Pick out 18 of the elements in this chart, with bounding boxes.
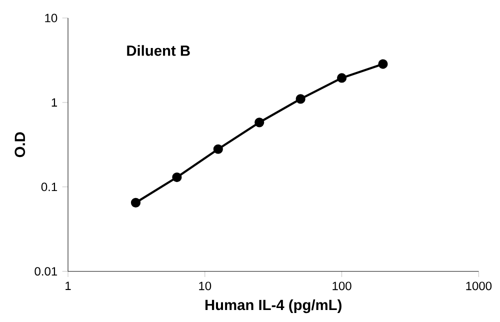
y-tick-label: 10 [45,14,58,22]
point [336,73,347,83]
point [213,144,223,154]
x-tick-label: 1 [66,282,71,290]
text: Diluent B [127,45,190,56]
y-tick-label: 0.01 [34,267,58,276]
y-tick-label: 0.1 [41,182,58,192]
point [130,198,141,208]
point [254,118,264,128]
x-tick-label: 10 [199,282,212,290]
point [296,94,306,104]
y-axis-title: O.D [14,132,26,158]
x-tick-label: 1000 [466,282,492,290]
point [172,172,182,182]
point [378,59,388,69]
x-axis-title: Human IL-4 (pg/mL) [205,299,342,314]
y-tick-label: 1 [52,98,58,107]
x-tick-label: 100 [332,282,352,290]
